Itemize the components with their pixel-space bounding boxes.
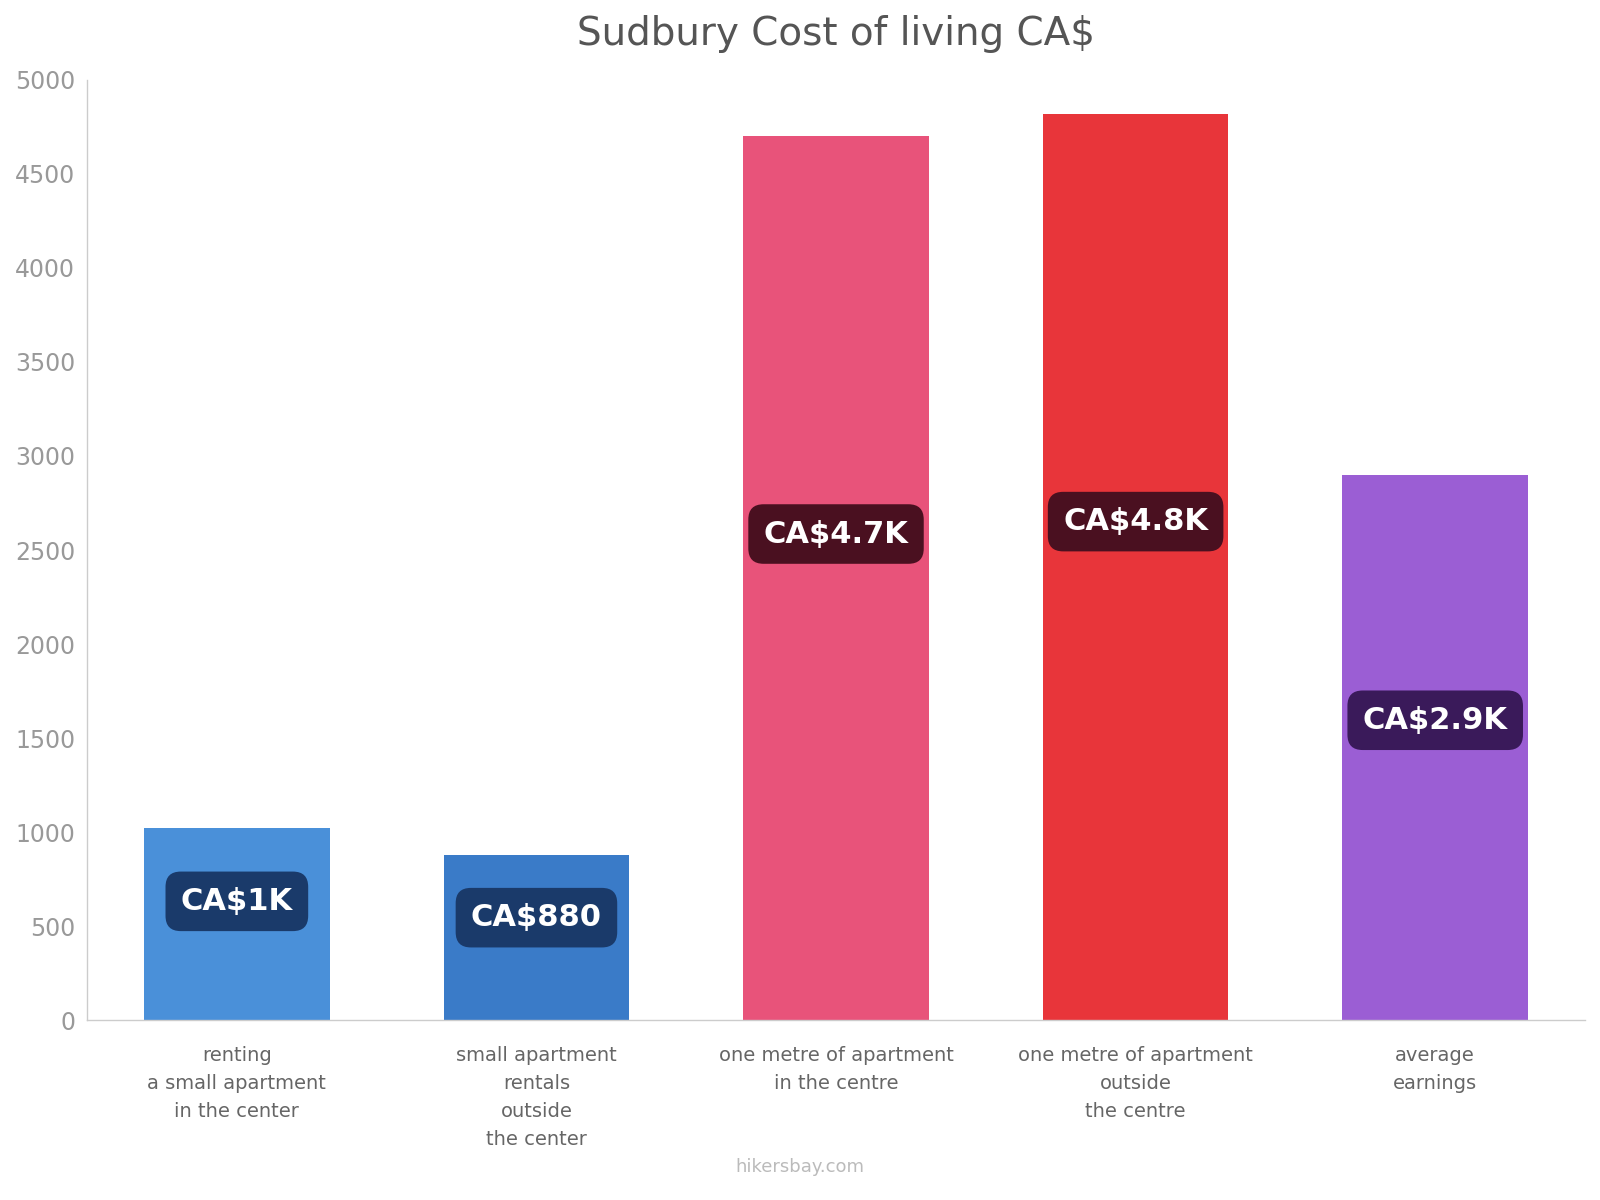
Bar [443, 854, 629, 1020]
Bar [1342, 475, 1528, 1020]
Text: CA$1K: CA$1K [181, 887, 293, 916]
Bar [1043, 114, 1229, 1020]
Text: CA$4.8K: CA$4.8K [1062, 508, 1208, 536]
Bar [144, 828, 330, 1020]
Text: CA$880: CA$880 [470, 904, 602, 932]
Text: CA$4.7K: CA$4.7K [763, 520, 909, 548]
Text: hikersbay.com: hikersbay.com [736, 1158, 864, 1176]
Title: Sudbury Cost of living CA$: Sudbury Cost of living CA$ [578, 14, 1094, 53]
Text: CA$2.9K: CA$2.9K [1363, 706, 1507, 734]
Bar [742, 136, 930, 1020]
